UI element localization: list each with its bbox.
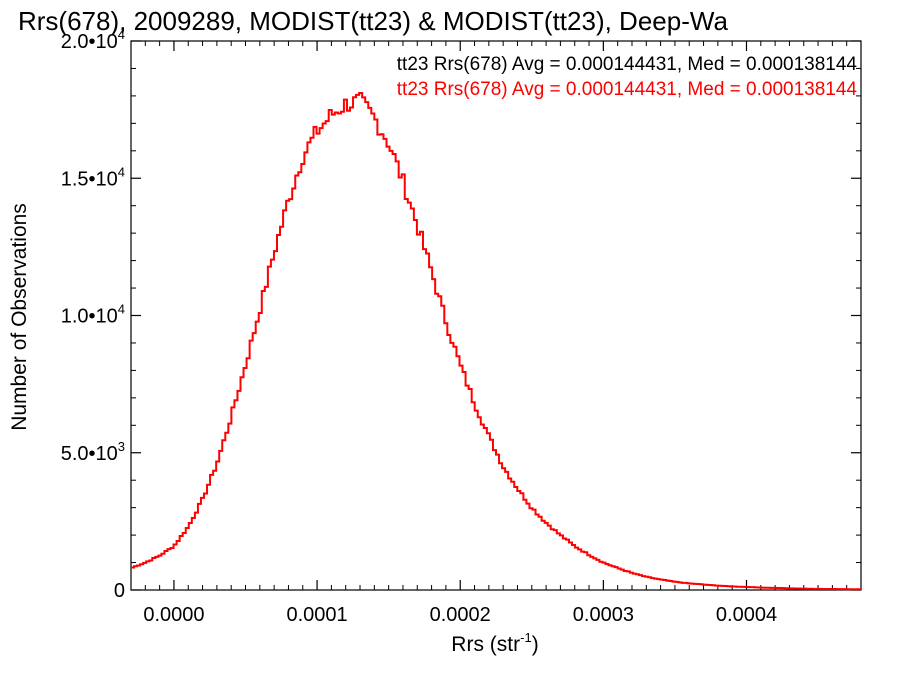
x-axis-ticks: 0.0000 0.0001 0.0002 0.0003 0.0004 [143,41,848,626]
chart-title: Rrs(678), 2009289, MODIST(tt23) & MODIST… [18,6,728,36]
legend: tt23 Rrs(678) Avg = 0.000144431, Med = 0… [397,54,858,100]
series-layer [131,91,861,591]
x-tick-label: 0.0002 [430,604,491,626]
histogram-series-line [131,91,861,591]
y-tick-label: 0 [114,580,125,602]
plot-axes [130,40,862,591]
y-tick-label: 5.0•103 [61,439,125,465]
legend-entry: tt23 Rrs(678) Avg = 0.000144431, Med = 0… [397,79,858,100]
plot-frame [130,40,862,591]
legend-entry: tt23 Rrs(678) Avg = 0.000144431, Med = 0… [397,54,858,75]
y-tick-label: 1.0•104 [61,302,125,328]
x-tick-label: 0.0000 [143,604,204,626]
y-tick-label: 1.5•104 [61,164,125,190]
y-axis-ticks: 0 5.0•103 1.0•104 1.5•104 2.0•104 [61,27,861,602]
x-axis-label: Rrs (str-1) [451,630,538,656]
y-axis-label: Number of Observations [8,203,31,431]
x-tick-label: 0.0001 [286,604,347,626]
y-tick-label: 2.0•104 [61,27,125,53]
x-tick-label: 0.0003 [573,604,634,626]
x-tick-label: 0.0004 [716,604,777,626]
